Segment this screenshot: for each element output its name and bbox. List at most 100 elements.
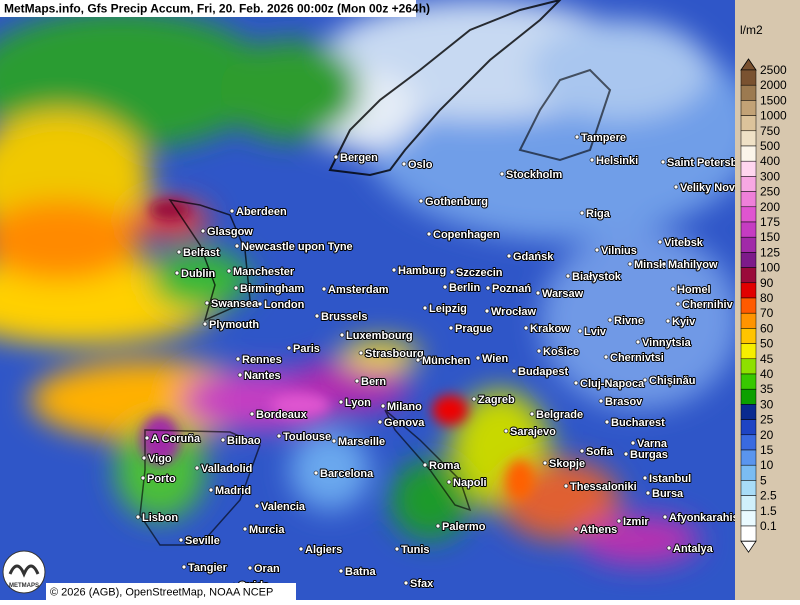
city-dot <box>616 518 622 524</box>
city-label: Plymouth <box>209 319 259 331</box>
city: Sfax <box>403 577 435 591</box>
city: Lyon <box>338 396 372 410</box>
city: Poznań <box>485 282 532 296</box>
city-dot <box>338 399 344 405</box>
city-label: Valencia <box>261 501 306 513</box>
city-dot <box>254 503 260 509</box>
city-label: Barcelona <box>320 468 374 480</box>
city-label: Milano <box>387 401 422 413</box>
city-label: Leipzig <box>429 303 467 315</box>
city-dot <box>598 398 604 404</box>
city-dot <box>178 537 184 543</box>
city-label: Izmir <box>623 516 649 528</box>
city-label: Poznań <box>492 283 531 295</box>
city: Rennes <box>235 353 283 367</box>
legend-unit: l/m2 <box>740 23 763 37</box>
city-label: Vilnius <box>601 245 637 257</box>
city-label: Madrid <box>215 485 251 497</box>
city-label: Istanbul <box>649 473 691 485</box>
city-label: Minsk <box>634 259 666 271</box>
city-dot <box>661 261 667 267</box>
city-label: Homel <box>677 284 711 296</box>
city-dot <box>607 317 613 323</box>
city: Oran <box>247 562 281 576</box>
city-label: Vitebsk <box>664 237 704 249</box>
city-dot <box>286 345 292 351</box>
city-label: Dublin <box>181 268 215 280</box>
city-dot <box>176 249 182 255</box>
legend-label: 1000 <box>760 109 787 123</box>
city-dot <box>448 325 454 331</box>
city-label: Chișinău <box>649 375 695 387</box>
city: Cluj-Napoca <box>573 377 646 391</box>
city-dot <box>675 301 681 307</box>
legend-swatch <box>740 130 757 147</box>
city: Prague <box>448 322 493 336</box>
city: Tunis <box>394 543 431 557</box>
legend-label: 40 <box>760 367 774 381</box>
city-label: Paris <box>293 343 320 355</box>
city-dot <box>338 568 344 574</box>
legend-swatch <box>740 312 757 329</box>
city-dot <box>594 247 600 253</box>
legend-label: 100 <box>760 261 780 275</box>
city-label: Varna <box>637 438 668 450</box>
city: Roma <box>422 459 461 473</box>
legend-swatch <box>740 267 757 284</box>
city: Milano <box>380 400 423 414</box>
city-label: Lyon <box>345 397 371 409</box>
legend-label: 25 <box>760 413 774 427</box>
city-label: A Coruña <box>151 433 201 445</box>
legend-swatch <box>740 388 757 405</box>
city-dot <box>247 565 253 571</box>
city: Tangier <box>181 561 229 575</box>
city-label: Szczecin <box>456 267 503 279</box>
city-dot <box>233 285 239 291</box>
city: Sarajevo <box>503 425 557 439</box>
city-dot <box>435 523 441 529</box>
city-dot <box>635 339 641 345</box>
city: Istanbul <box>642 472 692 486</box>
city-label: Kyiv <box>672 316 696 328</box>
city-dot <box>220 437 226 443</box>
legend-label: 125 <box>760 245 780 259</box>
city-label: Stockholm <box>506 169 562 181</box>
city: A Coruña <box>144 432 202 446</box>
city-label: Vinnytsia <box>642 337 692 349</box>
city-dot <box>475 355 481 361</box>
city-dot <box>563 483 569 489</box>
city: Nantes <box>237 369 282 383</box>
city-label: Napoli <box>453 477 487 489</box>
city-dot <box>331 438 337 444</box>
legend-swatch <box>740 525 757 542</box>
legend-label: 20 <box>760 428 774 442</box>
city-label: Saint Petersburg <box>667 157 755 169</box>
city-label: Wien <box>482 353 508 365</box>
city-label: Gothenburg <box>425 196 488 208</box>
city-label: Helsinki <box>596 155 638 167</box>
city-label: Riga <box>586 208 611 220</box>
city-dot <box>645 490 651 496</box>
legend-label: 2000 <box>760 78 787 92</box>
city: Skopje <box>542 457 586 471</box>
city-dot <box>623 451 629 457</box>
city-label: Bilbao <box>227 435 261 447</box>
city-label: Copenhagen <box>433 229 500 241</box>
city: London <box>257 298 306 312</box>
city-label: Rennes <box>242 354 282 366</box>
legend-label: 70 <box>760 306 774 320</box>
city: Chernivtsi <box>603 351 665 365</box>
legend-label: 300 <box>760 169 780 183</box>
city: Barcelona <box>313 467 375 481</box>
city-dot <box>401 161 407 167</box>
city-dot <box>333 154 339 160</box>
city: Birmingham <box>233 282 305 296</box>
legend-swatch <box>740 282 757 299</box>
legend-swatch <box>740 434 757 451</box>
city: Luxembourg <box>339 329 414 343</box>
legend-label: 175 <box>760 215 780 229</box>
city: Madrid <box>208 484 252 498</box>
city-dot <box>573 526 579 532</box>
city: Vitebsk <box>657 236 705 250</box>
city-dot <box>499 171 505 177</box>
